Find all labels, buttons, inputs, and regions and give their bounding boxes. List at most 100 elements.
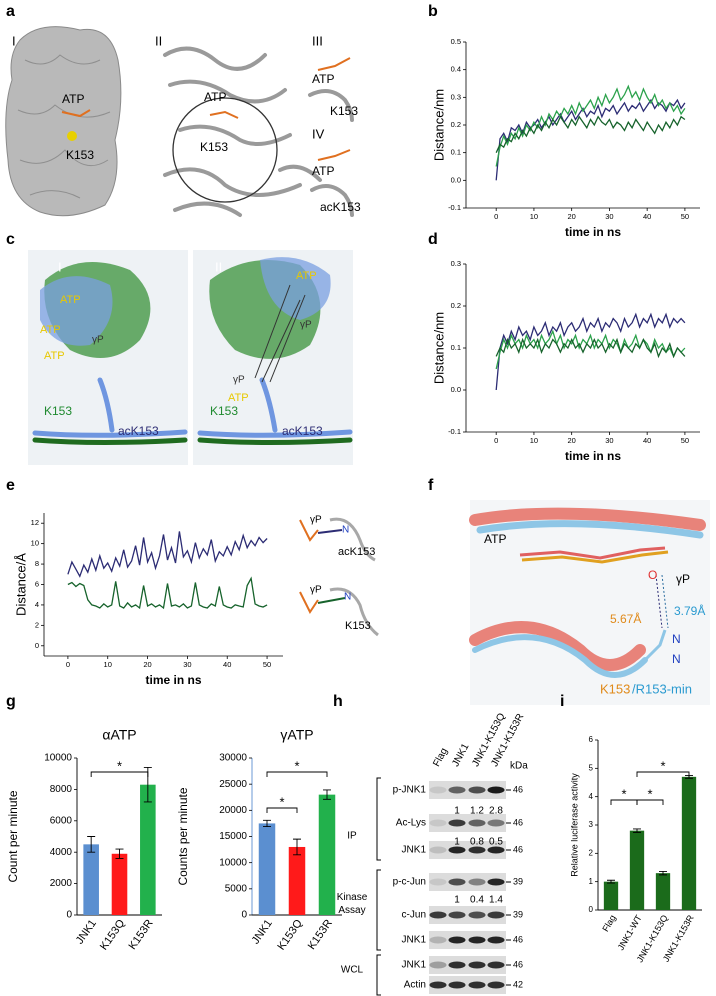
image-label: acK153 [118,424,159,438]
group-label: Kinase [337,892,368,903]
kda-label: 46 [513,784,523,794]
blot-band [448,846,466,854]
blot-band [468,846,486,854]
quantification: 1 [454,895,460,906]
image-label: K153 [210,404,238,418]
atp-stick [61,109,91,118]
significance-star: * [117,758,122,773]
line-series [495,98,686,181]
y-tick-label: 0 [66,910,72,921]
error-bar [263,819,271,828]
x-tick-label: 30 [605,436,613,445]
panel-label: d [428,231,438,248]
panel-label: b [428,3,438,20]
distance-arrow [317,529,343,534]
y-axis-label: Distance/Å [13,553,28,616]
image-label: ATP [60,294,81,306]
kda-label: 46 [513,959,523,969]
line-series [495,329,686,370]
quantification: 0.4 [470,895,484,906]
line-series [67,531,268,578]
y-tick-label: 0.5 [451,37,461,46]
x-tick-label: 20 [568,212,576,221]
x-tick-label: K153Q [275,917,305,952]
kda-label: 39 [513,876,523,886]
quantification: 2.8 [489,806,503,817]
y-axis-label: Distance/nm [431,89,446,161]
bar [111,853,128,915]
image-label: ATP [312,72,334,86]
x-tick-label: 50 [263,660,271,669]
blot-band [487,936,505,944]
x-axis-label: time in ns [565,225,621,239]
panel-label: a [6,3,15,20]
bar [655,873,671,910]
blot-band [429,878,447,886]
row-label: c-Jun [402,910,426,921]
blot-strip [429,841,506,859]
h-bond [661,574,669,629]
y-tick-label: 0.2 [451,301,461,310]
group-label: WCL [341,965,364,976]
image-label: N [344,592,351,603]
kda-label: 42 [513,979,523,989]
distance-arrow [317,597,346,604]
x-tick-label: 20 [143,660,151,669]
protein-surface [5,26,122,217]
quantification: 0.8 [470,837,484,848]
atp-stick [317,149,351,161]
blot-band [429,911,447,919]
atp-stick [209,110,239,119]
blot-band [487,846,505,854]
line-series [495,312,686,391]
image-label: IV [312,126,325,141]
quantification: 1 [454,806,460,817]
x-tick-label: JNK1 [250,918,275,947]
blot-band [468,911,486,919]
surface-texture [17,54,111,199]
h-bond [655,574,663,629]
image-label: O [648,568,657,582]
row-label: JNK1 [402,935,427,946]
y-axis-label: Counts per minute [176,787,190,885]
error-bar [659,871,667,876]
image-label: I [58,259,62,274]
x-tick-label: JNK1-WT [616,913,644,952]
error-bar [115,848,124,859]
x-axis-label: time in ns [565,449,621,463]
image-label: I [12,33,16,48]
y-tick-label: 1 [589,877,594,886]
image-label: 3.79Å [674,603,705,618]
y-tick-label: 30000 [219,753,247,764]
y-axis-label: Count per minute [6,790,20,882]
y-tick-label: 10000 [219,857,247,868]
y-tick-label: 0.0 [451,385,461,394]
significance-star: * [279,794,284,809]
image-label: K153 [200,140,228,154]
chart-title: αATP [102,727,136,743]
significance-bracket [636,771,690,777]
y-tick-label: 0.2 [451,120,461,129]
panel-label: i [560,693,564,710]
image-label: N [672,632,681,646]
y-tick-label: 0.3 [451,259,461,268]
image-label: ATP [44,350,65,362]
row-label: Ac-Lys [396,818,426,829]
x-tick-label: 50 [681,436,689,445]
quantification: 1.2 [470,806,484,817]
image-label: ATP [296,270,317,282]
x-tick-label: 40 [643,212,651,221]
bar [681,776,697,910]
y-tick-label: 6 [589,735,594,744]
blot-strip [429,956,506,974]
blot-band [487,911,505,919]
panel-label: h [333,693,343,710]
blot-band [487,878,505,886]
x-tick-label: 40 [643,436,651,445]
row-label: JNK1 [402,845,427,856]
significance-bracket [90,771,149,777]
y-tick-label: 0.3 [451,92,461,101]
blot-band [429,981,447,989]
row-label: p-c-Jun [393,877,426,888]
